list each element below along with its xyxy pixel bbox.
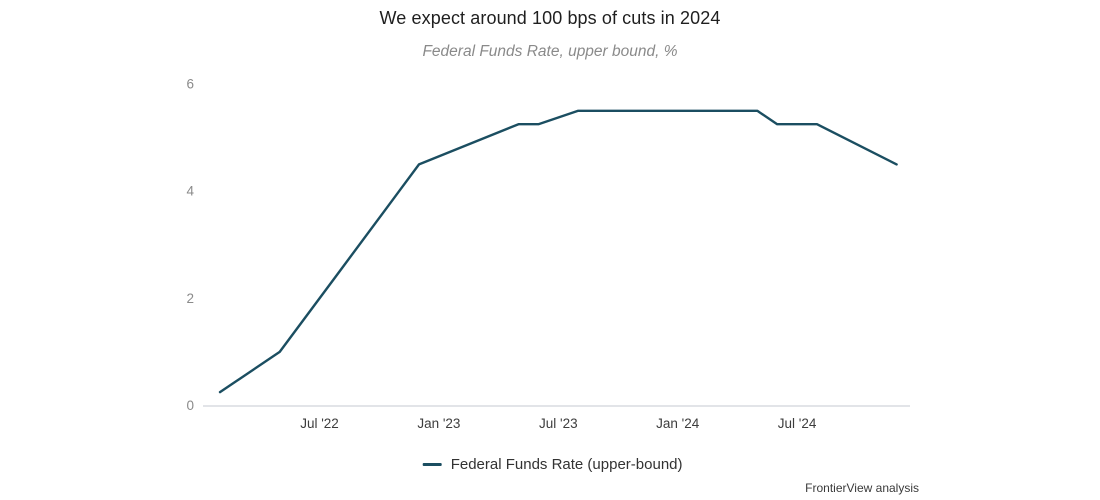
x-axis-tick-label: Jul '23 bbox=[539, 416, 578, 431]
rate-line bbox=[218, 109, 898, 394]
x-axis-tick-label: Jul '24 bbox=[778, 416, 817, 431]
x-axis-tick-label: Jan '24 bbox=[656, 416, 700, 431]
legend-label: Federal Funds Rate (upper-bound) bbox=[450, 456, 683, 473]
y-axis-tick-label: 2 bbox=[186, 291, 194, 306]
chart-title: We expect around 100 bps of cuts in 2024 bbox=[379, 8, 721, 28]
x-axis-tick-label: Jul '22 bbox=[300, 416, 339, 431]
x-axis-tick-label: Jan '23 bbox=[417, 416, 460, 431]
source-note: FrontierView analysis bbox=[805, 481, 919, 495]
y-axis-tick-label: 4 bbox=[186, 184, 194, 199]
y-axis-tick-label: 6 bbox=[186, 77, 194, 92]
legend: Federal Funds Rate (upper-bound) bbox=[422, 456, 683, 473]
legend-line-swatch bbox=[422, 463, 442, 466]
chart-subtitle: Federal Funds Rate, upper bound, % bbox=[422, 43, 678, 60]
y-axis-tick-label: 0 bbox=[186, 398, 194, 413]
